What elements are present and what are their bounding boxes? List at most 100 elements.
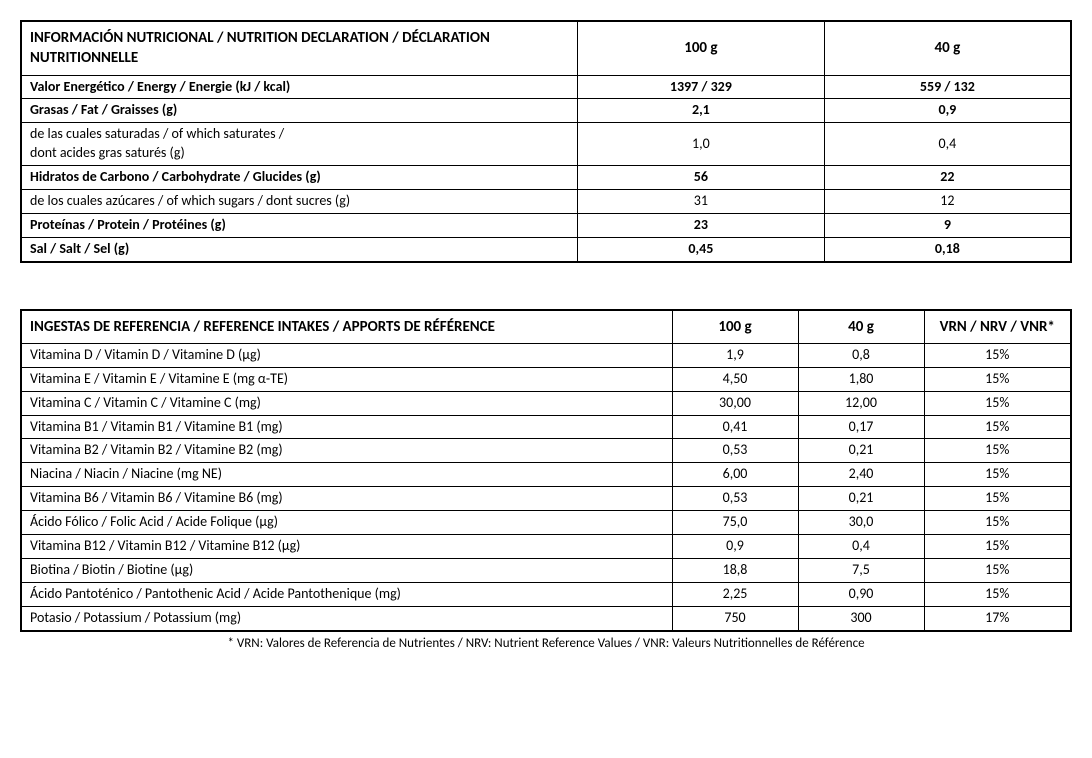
- reference-label: Vitamina D / Vitamin D / Vitamine D (µg): [21, 343, 672, 367]
- reference-value-100g: 750: [672, 606, 798, 630]
- reference-value-40g: 2,40: [798, 463, 924, 487]
- reference-value-40g: 300: [798, 606, 924, 630]
- reference-value-100g: 75,0: [672, 511, 798, 535]
- reference-value-40g: 0,90: [798, 582, 924, 606]
- reference-value-100g: 6,00: [672, 463, 798, 487]
- reference-value-40g: 0,17: [798, 415, 924, 439]
- reference-value-40g: 0,4: [798, 535, 924, 559]
- reference-value-nrv: 15%: [924, 487, 1071, 511]
- table-row: Vitamina B12 / Vitamin B12 / Vitamine B1…: [21, 535, 1071, 559]
- reference-value-nrv: 15%: [924, 511, 1071, 535]
- nutrient-label: Valor Energético / Energy / Energie (kJ …: [21, 75, 578, 99]
- reference-value-nrv: 15%: [924, 439, 1071, 463]
- reference-header-100g: 100 g: [672, 310, 798, 344]
- nutrient-value-40g: 0,9: [824, 99, 1071, 123]
- reference-value-nrv: 15%: [924, 415, 1071, 439]
- nutrient-value-40g: 0,4: [824, 123, 1071, 166]
- reference-value-nrv: 15%: [924, 582, 1071, 606]
- nutrient-value-100g: 31: [578, 189, 825, 213]
- nutrient-label: Sal / Salt / Sel (g): [21, 237, 578, 261]
- table-row: Potasio / Potassium / Potassium (mg)7503…: [21, 606, 1071, 630]
- table-row: Proteínas / Protein / Protéines (g)239: [21, 213, 1071, 237]
- nutrient-label: de los cuales azúcares / of which sugars…: [21, 189, 578, 213]
- reference-value-40g: 12,00: [798, 391, 924, 415]
- table-row: Biotina / Biotin / Biotine (µg)18,87,515…: [21, 558, 1071, 582]
- reference-value-100g: 1,9: [672, 343, 798, 367]
- nutrient-value-40g: 0,18: [824, 237, 1071, 261]
- reference-label: Vitamina B1 / Vitamin B1 / Vitamine B1 (…: [21, 415, 672, 439]
- reference-value-100g: 0,9: [672, 535, 798, 559]
- nutrition-header-label: INFORMACIÓN NUTRICIONAL / NUTRITION DECL…: [21, 21, 578, 75]
- reference-value-nrv: 15%: [924, 558, 1071, 582]
- reference-value-100g: 0,53: [672, 487, 798, 511]
- table-row: Vitamina B1 / Vitamin B1 / Vitamine B1 (…: [21, 415, 1071, 439]
- table-row: Vitamina E / Vitamin E / Vitamine E (mg …: [21, 367, 1071, 391]
- nutrition-table: INFORMACIÓN NUTRICIONAL / NUTRITION DECL…: [20, 20, 1072, 263]
- table-row: de los cuales azúcares / of which sugars…: [21, 189, 1071, 213]
- nutrient-label: de las cuales saturadas / of which satur…: [21, 123, 578, 166]
- table-row: Ácido Fólico / Folic Acid / Acide Foliqu…: [21, 511, 1071, 535]
- nutrient-value-100g: 1397 / 329: [578, 75, 825, 99]
- reference-table: INGESTAS DE REFERENCIA / REFERENCE INTAK…: [20, 309, 1072, 632]
- reference-label: Potasio / Potassium / Potassium (mg): [21, 606, 672, 630]
- nutrient-value-40g: 22: [824, 166, 1071, 190]
- reference-label: Ácido Pantoténico / Pantothenic Acid / A…: [21, 582, 672, 606]
- reference-value-40g: 0,8: [798, 343, 924, 367]
- nutrient-label: Hidratos de Carbono / Carbohydrate / Glu…: [21, 166, 578, 190]
- reference-value-40g: 30,0: [798, 511, 924, 535]
- reference-value-nrv: 15%: [924, 535, 1071, 559]
- reference-label: Vitamina C / Vitamin C / Vitamine C (mg): [21, 391, 672, 415]
- table-row: Sal / Salt / Sel (g)0,450,18: [21, 237, 1071, 261]
- reference-header-label: INGESTAS DE REFERENCIA / REFERENCE INTAK…: [21, 310, 672, 344]
- reference-value-40g: 7,5: [798, 558, 924, 582]
- nutrient-value-40g: 559 / 132: [824, 75, 1071, 99]
- nutrient-value-100g: 0,45: [578, 237, 825, 261]
- table-row: Ácido Pantoténico / Pantothenic Acid / A…: [21, 582, 1071, 606]
- reference-label: Niacina / Niacin / Niacine (mg NE): [21, 463, 672, 487]
- reference-value-nrv: 15%: [924, 463, 1071, 487]
- reference-value-100g: 2,25: [672, 582, 798, 606]
- nutrition-header-row: INFORMACIÓN NUTRICIONAL / NUTRITION DECL…: [21, 21, 1071, 75]
- table-row: Hidratos de Carbono / Carbohydrate / Glu…: [21, 166, 1071, 190]
- reference-footnote: * VRN: Valores de Referencia de Nutrient…: [20, 636, 1072, 651]
- reference-value-100g: 0,53: [672, 439, 798, 463]
- table-row: Vitamina C / Vitamin C / Vitamine C (mg)…: [21, 391, 1071, 415]
- reference-value-100g: 30,00: [672, 391, 798, 415]
- nutrient-value-40g: 9: [824, 213, 1071, 237]
- nutrient-value-100g: 2,1: [578, 99, 825, 123]
- table-row: Valor Energético / Energy / Energie (kJ …: [21, 75, 1071, 99]
- nutrient-label: Proteínas / Protein / Protéines (g): [21, 213, 578, 237]
- table-row: Niacina / Niacin / Niacine (mg NE)6,002,…: [21, 463, 1071, 487]
- table-row: Vitamina B6 / Vitamin B6 / Vitamine B6 (…: [21, 487, 1071, 511]
- reference-value-40g: 0,21: [798, 439, 924, 463]
- reference-value-100g: 0,41: [672, 415, 798, 439]
- reference-value-100g: 18,8: [672, 558, 798, 582]
- reference-value-nrv: 17%: [924, 606, 1071, 630]
- reference-value-nrv: 15%: [924, 367, 1071, 391]
- nutrient-value-100g: 56: [578, 166, 825, 190]
- table-row: de las cuales saturadas / of which satur…: [21, 123, 1071, 166]
- nutrient-label: Grasas / Fat / Graisses (g): [21, 99, 578, 123]
- reference-value-40g: 1,80: [798, 367, 924, 391]
- table-row: Vitamina D / Vitamin D / Vitamine D (µg)…: [21, 343, 1071, 367]
- reference-label: Vitamina E / Vitamin E / Vitamine E (mg …: [21, 367, 672, 391]
- reference-header-row: INGESTAS DE REFERENCIA / REFERENCE INTAK…: [21, 310, 1071, 344]
- reference-label: Biotina / Biotin / Biotine (µg): [21, 558, 672, 582]
- nutrient-value-40g: 12: [824, 189, 1071, 213]
- reference-label: Vitamina B2 / Vitamin B2 / Vitamine B2 (…: [21, 439, 672, 463]
- reference-value-40g: 0,21: [798, 487, 924, 511]
- nutrition-header-40g: 40 g: [824, 21, 1071, 75]
- table-row: Vitamina B2 / Vitamin B2 / Vitamine B2 (…: [21, 439, 1071, 463]
- reference-label: Ácido Fólico / Folic Acid / Acide Foliqu…: [21, 511, 672, 535]
- nutrient-value-100g: 1,0: [578, 123, 825, 166]
- reference-value-100g: 4,50: [672, 367, 798, 391]
- reference-value-nrv: 15%: [924, 343, 1071, 367]
- table-row: Grasas / Fat / Graisses (g)2,10,9: [21, 99, 1071, 123]
- nutrient-value-100g: 23: [578, 213, 825, 237]
- reference-label: Vitamina B6 / Vitamin B6 / Vitamine B6 (…: [21, 487, 672, 511]
- reference-label: Vitamina B12 / Vitamin B12 / Vitamine B1…: [21, 535, 672, 559]
- reference-value-nrv: 15%: [924, 391, 1071, 415]
- nutrition-header-100g: 100 g: [578, 21, 825, 75]
- reference-header-nrv: VRN / NRV / VNR*: [924, 310, 1071, 344]
- reference-header-40g: 40 g: [798, 310, 924, 344]
